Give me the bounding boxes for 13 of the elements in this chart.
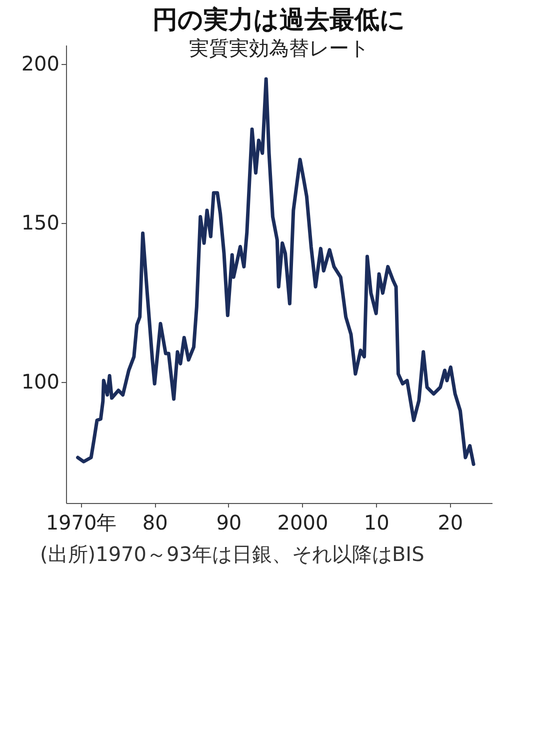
x-tick-label: 10	[364, 510, 390, 534]
x-tick-label: 20	[438, 510, 464, 534]
y-tick-label: 200	[21, 52, 60, 76]
x-tick-label: 1970年	[46, 510, 117, 534]
line-series	[76, 77, 476, 466]
text: (出所)1970～93年は日銀、それ以降はBIS	[40, 541, 426, 567]
x-tick-label: 2000	[277, 510, 328, 534]
chart-title: 円の実力は過去最低に	[152, 5, 406, 34]
x-tick-label: 80	[142, 510, 168, 534]
y-tick-label: 100	[21, 370, 60, 394]
x-tick-label: 90	[216, 510, 242, 534]
y-tick-label: 150	[21, 210, 60, 235]
chart-subtitle: 実質実効為替レート	[189, 36, 369, 60]
